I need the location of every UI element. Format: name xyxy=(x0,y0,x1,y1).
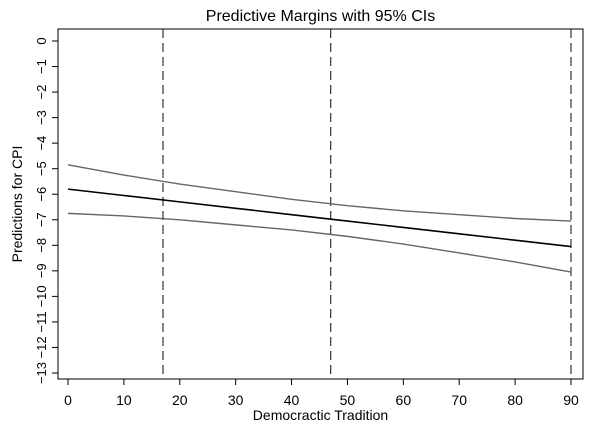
y-axis: 0 −1 −2 −3 −4 −5 −6 −7 −8 −9 −10 −11 −12 −13 xyxy=(34,37,58,384)
reference-lines xyxy=(162,29,572,379)
y-tick-label: −1 xyxy=(34,59,49,74)
y-tick-label: −7 xyxy=(34,212,49,227)
y-tick-label: −10 xyxy=(34,285,49,307)
y-tick-label: −13 xyxy=(34,362,49,384)
y-tick-label: −2 xyxy=(34,85,49,100)
x-tick-label: 30 xyxy=(228,392,244,408)
y-tick-label: −8 xyxy=(34,238,49,253)
x-tick-label: 70 xyxy=(451,392,467,408)
y-tick-label: −5 xyxy=(34,161,49,176)
y-tick-label: −6 xyxy=(34,187,49,202)
x-tick-label: 40 xyxy=(284,392,300,408)
x-tick-label: 60 xyxy=(396,392,412,408)
x-axis: 0 10 20 30 40 50 60 70 80 90 xyxy=(64,379,579,408)
y-tick-label: −4 xyxy=(34,136,49,151)
x-tick-label: 90 xyxy=(563,392,579,408)
upper-ci-line xyxy=(67,164,572,222)
x-tick-label: 50 xyxy=(340,392,356,408)
y-axis-label: Predictions for CPI xyxy=(9,146,25,263)
plot-frame xyxy=(57,28,584,380)
y-tick-label: 0 xyxy=(34,37,49,44)
y-tick-label: −11 xyxy=(34,311,49,332)
x-tick-label: 0 xyxy=(64,392,72,408)
prediction-line xyxy=(67,188,572,248)
lower-ci-line xyxy=(67,212,572,273)
series-layer xyxy=(67,164,572,273)
x-tick-label: 80 xyxy=(507,392,523,408)
y-tick-label: −9 xyxy=(34,263,49,278)
chart-title: Predictive Margins with 95% CIs xyxy=(206,8,435,25)
x-axis-label: Democractic Tradition xyxy=(253,407,388,423)
y-tick-label: −12 xyxy=(34,336,49,358)
y-tick-label: −3 xyxy=(34,110,49,125)
x-tick-label: 20 xyxy=(172,392,188,408)
x-tick-label: 10 xyxy=(116,392,132,408)
